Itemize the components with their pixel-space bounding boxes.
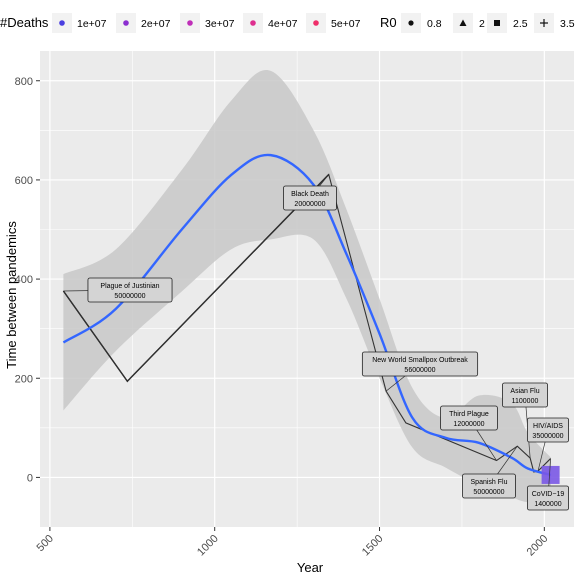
legend-dot bbox=[123, 20, 129, 26]
annotation-deaths: 50000000 bbox=[114, 293, 145, 300]
marker-layer bbox=[541, 465, 560, 484]
y-tick-label: 400 bbox=[15, 274, 33, 286]
annotation-label: HIV/AIDS 35000000 bbox=[527, 417, 570, 472]
annotation-label: Spanish Flu 50000000 bbox=[462, 445, 518, 499]
legend-deaths-label: 2e+07 bbox=[141, 18, 171, 30]
x-axis-title: Year bbox=[297, 560, 324, 575]
legend-square-icon bbox=[494, 20, 500, 26]
covid-marker bbox=[541, 465, 560, 484]
annotation-name: CoVID−19 bbox=[532, 491, 565, 498]
annotation-box bbox=[527, 417, 570, 443]
x-tick-label: 2000 bbox=[525, 533, 551, 559]
legend-dot bbox=[187, 20, 193, 26]
gridlines bbox=[40, 51, 574, 527]
annotation-name: Third Plague bbox=[449, 411, 489, 418]
x-tick-label: 500 bbox=[35, 533, 56, 554]
legend-dot bbox=[59, 20, 65, 26]
annotation-box bbox=[283, 185, 337, 211]
annotation-box bbox=[527, 485, 570, 511]
annotation-box bbox=[462, 473, 516, 499]
legend-r0-label: 3.5 bbox=[560, 18, 575, 30]
legend-deaths-label: 1e+07 bbox=[77, 18, 107, 30]
annotation-label: Plague of Justinian 50000000 bbox=[63, 277, 173, 303]
legend-r0-label: 2 bbox=[479, 18, 485, 30]
legend-r0: R0 0.8 2 2.5 3.5 bbox=[380, 13, 575, 33]
annotation-name: New World Smallpox Outbreak bbox=[372, 357, 468, 364]
annotation-name: Spanish Flu bbox=[471, 479, 508, 486]
legend-circle-icon bbox=[408, 20, 414, 26]
annotation-name: Asian Flu bbox=[510, 388, 539, 395]
y-tick-label: 600 bbox=[15, 175, 33, 187]
legend-triangle-icon bbox=[459, 19, 467, 26]
legend-deaths-label: 3e+07 bbox=[205, 18, 235, 30]
annotation-name: Plague of Justinian bbox=[100, 283, 159, 290]
legend-dot bbox=[250, 20, 256, 26]
x-tick-label: 1000 bbox=[195, 533, 221, 559]
y-axis-title: Time between pandemics bbox=[4, 221, 19, 369]
confidence-band bbox=[63, 70, 551, 503]
legend-deaths-label: 4e+07 bbox=[268, 18, 298, 30]
annotation-deaths: 56000000 bbox=[404, 367, 435, 374]
x-tick-label: 1500 bbox=[360, 533, 386, 559]
legend-deaths-label: 5e+07 bbox=[331, 18, 361, 30]
annotation-box bbox=[440, 405, 498, 431]
annotation-deaths: 20000000 bbox=[294, 201, 325, 208]
annotation-box bbox=[502, 382, 548, 408]
x-axis-ticks: 500 1000 1500 2000 bbox=[35, 527, 551, 559]
legend-deaths: #Deaths 1e+07 2e+07 3e+07 4e+07 5e+07 bbox=[0, 13, 361, 33]
annotation-deaths: 1100000 bbox=[512, 398, 539, 405]
annotation-label: New World Smallpox Outbreak 56000000 bbox=[361, 351, 479, 392]
annotation-label: Third Plague 12000000 bbox=[440, 405, 498, 461]
annotation-deaths: 35000000 bbox=[532, 433, 563, 440]
annotation-label: CoVID−19 1400000 bbox=[527, 458, 570, 511]
annotation-layer: Plague of Justinian 50000000 Black Death 20… bbox=[63, 174, 570, 511]
annotation-deaths: 1400000 bbox=[534, 501, 561, 508]
y-tick-label: 200 bbox=[15, 373, 33, 385]
y-tick-label: 800 bbox=[15, 76, 33, 88]
annotation-label: Black Death 20000000 bbox=[283, 174, 337, 211]
legend-r0-label: 2.5 bbox=[513, 18, 528, 30]
annotation-deaths: 12000000 bbox=[453, 421, 484, 428]
smooth-fit-line bbox=[62, 153, 552, 477]
annotation-name: HIV/AIDS bbox=[533, 423, 563, 430]
legend-deaths-title: #Deaths bbox=[0, 15, 49, 30]
legend-r0-label: 0.8 bbox=[427, 18, 442, 30]
annotation-deaths: 50000000 bbox=[473, 489, 504, 496]
y-axis-ticks: 0 200 400 600 800 bbox=[15, 76, 40, 484]
legend-dot bbox=[313, 20, 319, 26]
annotation-box bbox=[361, 351, 479, 377]
annotation-name: Black Death bbox=[291, 191, 329, 198]
y-tick-label: 0 bbox=[27, 472, 33, 484]
annotation-box bbox=[87, 277, 173, 303]
legend-r0-title: R0 bbox=[380, 15, 397, 30]
